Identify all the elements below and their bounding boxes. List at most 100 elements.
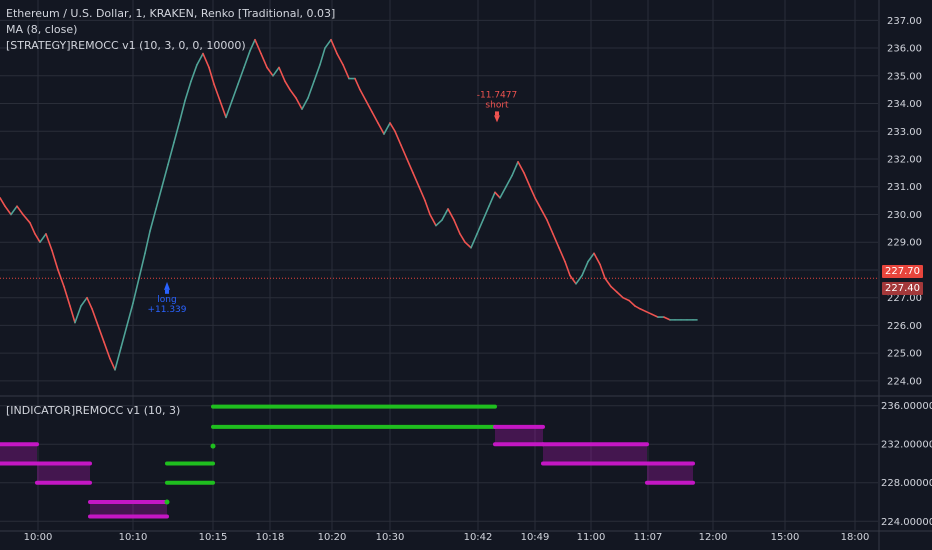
ma-segment bbox=[552, 233, 560, 249]
ma-legend[interactable]: MA (8, close) bbox=[6, 23, 78, 36]
x-tick-11: 15:00 bbox=[771, 532, 800, 543]
ma-segment bbox=[429, 213, 437, 227]
ma-segment bbox=[29, 222, 36, 235]
ma-segment bbox=[278, 66, 286, 83]
ma-segment bbox=[587, 252, 595, 263]
indicator-legend[interactable]: [INDICATOR]REMOCC v1 (10, 3) bbox=[6, 404, 181, 417]
ma-segment bbox=[74, 305, 82, 324]
y-tick-main-0: 237.00 bbox=[887, 16, 922, 27]
ma-segment bbox=[581, 260, 589, 277]
y-tick-main-3: 234.00 bbox=[887, 99, 922, 110]
ma-segment bbox=[389, 122, 396, 133]
ma-segment bbox=[441, 208, 449, 221]
ma-segment bbox=[616, 291, 624, 299]
y-tick-main-4: 233.00 bbox=[887, 127, 922, 138]
x-tick-1: 10:10 bbox=[119, 532, 148, 543]
y-tick-ind-3: 224.00000 bbox=[881, 517, 932, 528]
ma-segment bbox=[231, 83, 239, 102]
ma-segment bbox=[0, 197, 6, 207]
ma-segment bbox=[523, 172, 531, 188]
ma-segment bbox=[651, 313, 659, 318]
ma-segment bbox=[540, 208, 548, 221]
x-tick-12: 18:00 bbox=[841, 532, 870, 543]
long-arrow-icon bbox=[164, 281, 170, 290]
ma-segment bbox=[260, 52, 268, 69]
symbol-legend[interactable]: Ethereum / U.S. Dollar, 1, KRAKEN, Renko… bbox=[6, 7, 336, 20]
ma-segment bbox=[412, 172, 420, 188]
ma-segment bbox=[237, 66, 245, 85]
ma-segment bbox=[634, 305, 641, 310]
x-tick-4: 10:20 bbox=[318, 532, 347, 543]
y-tick-main-12: 225.00 bbox=[887, 349, 922, 360]
x-tick-10: 12:00 bbox=[699, 532, 728, 543]
ma-segment bbox=[593, 252, 601, 266]
y-tick-main-8: 229.00 bbox=[887, 238, 922, 249]
band-fill-4 bbox=[213, 407, 495, 427]
ma-segment bbox=[51, 249, 59, 271]
ma-segment bbox=[383, 122, 391, 135]
ma-segment bbox=[202, 52, 210, 69]
ma-segment bbox=[126, 302, 134, 327]
ma-segment bbox=[295, 97, 303, 110]
x-tick-6: 10:42 bbox=[464, 532, 493, 543]
ma-segment bbox=[435, 219, 443, 227]
ma-segment bbox=[190, 63, 198, 83]
long-profit: +11.339 bbox=[147, 305, 186, 315]
ma-segment bbox=[184, 80, 192, 102]
ma-segment bbox=[622, 296, 630, 302]
ma-segment bbox=[179, 99, 186, 121]
ma-segment bbox=[400, 144, 408, 160]
ma-segment bbox=[45, 233, 53, 252]
ma-segment bbox=[34, 233, 41, 244]
short-label: short bbox=[485, 100, 509, 110]
ma-segment bbox=[254, 38, 262, 55]
ma-segment bbox=[109, 357, 116, 371]
ma-segment bbox=[272, 66, 280, 77]
ma-segment bbox=[406, 158, 414, 174]
ma-segment bbox=[365, 99, 373, 113]
ma-segment bbox=[418, 185, 426, 202]
x-tick-8: 11:00 bbox=[577, 532, 606, 543]
ma-segment bbox=[359, 88, 367, 102]
ma-segment bbox=[424, 199, 431, 216]
band-fill-0 bbox=[0, 444, 37, 464]
y-tick-main-11: 226.00 bbox=[887, 321, 922, 332]
ma-segment bbox=[196, 52, 204, 66]
ma-segment bbox=[249, 38, 256, 52]
ma-segment bbox=[517, 160, 525, 174]
ma-segment bbox=[225, 99, 233, 119]
y-tick-ind-2: 228.00000 bbox=[881, 478, 932, 489]
band-fill-5 bbox=[495, 426, 543, 445]
x-tick-7: 10:49 bbox=[521, 532, 550, 543]
transition-dot bbox=[210, 443, 216, 449]
ma-segment bbox=[120, 324, 128, 349]
ma-segment bbox=[464, 241, 472, 249]
transition-dot bbox=[164, 499, 170, 505]
y-tick-main-2: 235.00 bbox=[887, 71, 922, 82]
ma-segment bbox=[313, 63, 321, 83]
ma-segment bbox=[4, 205, 12, 216]
ma-segment bbox=[161, 163, 169, 188]
ma-segment bbox=[330, 38, 338, 55]
ma-segment bbox=[103, 341, 111, 360]
ma-segment bbox=[394, 130, 402, 146]
ma-segment bbox=[167, 141, 175, 166]
ma-segment bbox=[39, 233, 47, 244]
ma-segment bbox=[213, 83, 221, 102]
ma-segment bbox=[319, 47, 326, 66]
ma-segment bbox=[208, 66, 215, 85]
y-tick-main-7: 230.00 bbox=[887, 210, 922, 221]
ma-segment bbox=[534, 197, 542, 210]
strategy-legend[interactable]: [STRATEGY]REMOCC v1 (10, 3, 0, 0, 10000) bbox=[6, 39, 246, 52]
y-tick-main-5: 232.00 bbox=[887, 155, 922, 166]
short-arrow-stem bbox=[495, 111, 499, 116]
ma-segment bbox=[284, 80, 291, 91]
ma-segment bbox=[219, 99, 227, 119]
current-price-tag: 227.70 bbox=[882, 265, 923, 278]
ma-segment bbox=[558, 246, 566, 263]
ma-segment bbox=[529, 185, 536, 199]
ma-segment bbox=[494, 191, 501, 199]
x-tick-9: 11:07 bbox=[634, 532, 663, 543]
